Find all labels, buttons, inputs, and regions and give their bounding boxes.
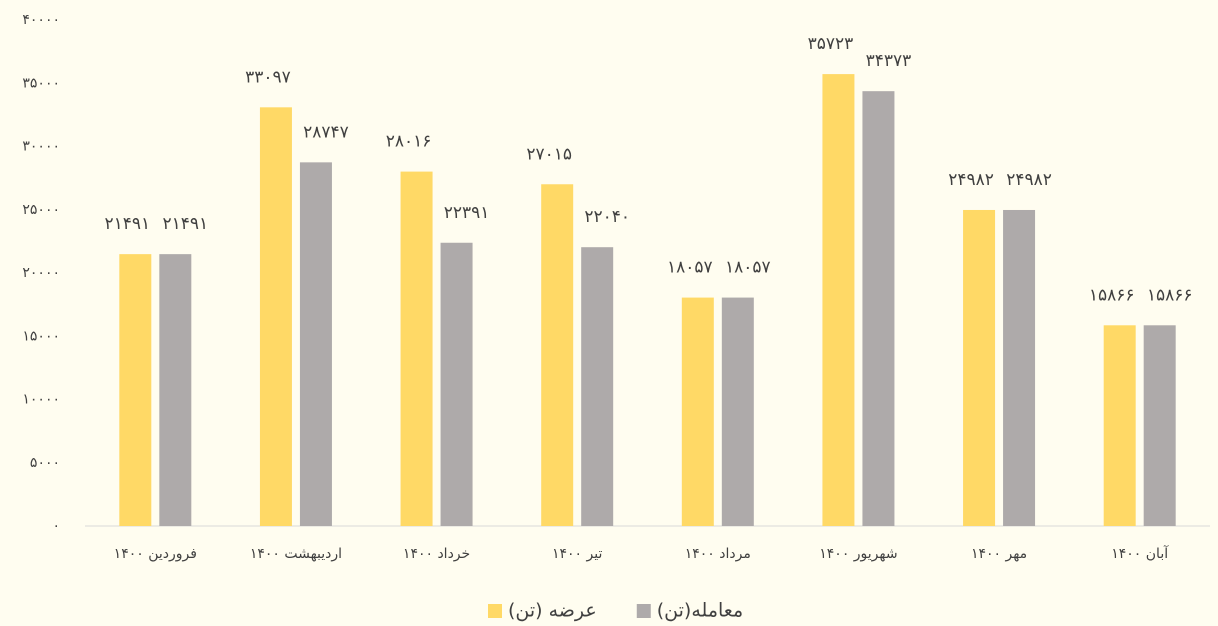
bar xyxy=(581,247,614,526)
data-label: ۱۸۰۵۷ xyxy=(725,258,771,278)
legend-label: معامله(تن) xyxy=(657,600,743,622)
bar xyxy=(721,297,754,526)
y-tick-label: ۳۰۰۰۰ xyxy=(22,139,60,155)
data-label: ۱۵۸۶۶ xyxy=(1147,285,1193,305)
bar xyxy=(159,254,192,526)
legend-swatch xyxy=(488,604,502,618)
data-label: ۲۴۹۸۲ xyxy=(1006,170,1052,190)
bar xyxy=(299,162,332,526)
bar xyxy=(1143,325,1176,526)
legend-label: عرضه (تن) xyxy=(508,600,597,622)
data-label: ۲۴۹۸۲ xyxy=(948,170,994,190)
y-tick-label: ۴۰۰۰۰ xyxy=(22,12,60,28)
bar xyxy=(681,297,714,526)
bar xyxy=(1003,209,1036,526)
legend-swatch xyxy=(636,604,651,618)
data-label: ۱۸۰۵۷ xyxy=(667,258,713,278)
bar xyxy=(119,254,152,526)
data-label: ۳۴۳۷۳ xyxy=(866,51,912,71)
y-tick-label: ۲۰۰۰۰ xyxy=(22,265,60,281)
y-tick-label: ۳۵۰۰۰ xyxy=(22,75,60,91)
x-tick-label: مرداد ۱۴۰۰ xyxy=(685,546,751,562)
bar xyxy=(1103,325,1136,526)
y-tick-label: ۱۰۰۰۰ xyxy=(22,392,60,408)
bar xyxy=(822,74,855,526)
bar xyxy=(400,171,433,526)
data-label: ۲۱۴۹۱ xyxy=(104,214,150,234)
data-label: ۲۷۰۱۵ xyxy=(526,144,572,164)
y-tick-label: ۱۵۰۰۰ xyxy=(22,328,60,344)
x-tick-label: شهریور ۱۴۰۰ xyxy=(819,546,897,562)
x-tick-label: اردیبهشت ۱۴۰۰ xyxy=(250,546,342,562)
data-label: ۲۲۰۴۰ xyxy=(584,207,630,227)
data-label: ۲۸۰۱۶ xyxy=(386,132,432,152)
x-tick-label: مهر ۱۴۰۰ xyxy=(971,546,1027,562)
data-label: ۲۱۴۹۱ xyxy=(162,214,208,234)
data-label: ۳۵۷۲۳ xyxy=(808,34,854,54)
data-label: ۱۵۸۶۶ xyxy=(1089,285,1135,305)
x-tick-label: آبان ۱۴۰۰ xyxy=(1111,545,1169,562)
data-label: ۳۳۰۹۷ xyxy=(245,67,291,87)
bar xyxy=(963,209,996,526)
y-tick-label: ۲۵۰۰۰ xyxy=(22,202,60,218)
y-tick-label: ۵۰۰۰ xyxy=(30,455,60,471)
bar xyxy=(862,91,895,526)
data-label: ۲۸۷۴۷ xyxy=(303,122,349,142)
x-tick-label: تیر ۱۴۰۰ xyxy=(552,546,602,562)
data-label: ۲۲۳۹۱ xyxy=(444,203,490,223)
x-tick-label: فروردین ۱۴۰۰ xyxy=(114,546,197,562)
x-tick-label: خرداد ۱۴۰۰ xyxy=(403,546,470,562)
bar xyxy=(259,107,292,527)
y-tick-label: ۰ xyxy=(52,518,60,534)
bar xyxy=(541,184,574,526)
bar xyxy=(440,242,473,526)
